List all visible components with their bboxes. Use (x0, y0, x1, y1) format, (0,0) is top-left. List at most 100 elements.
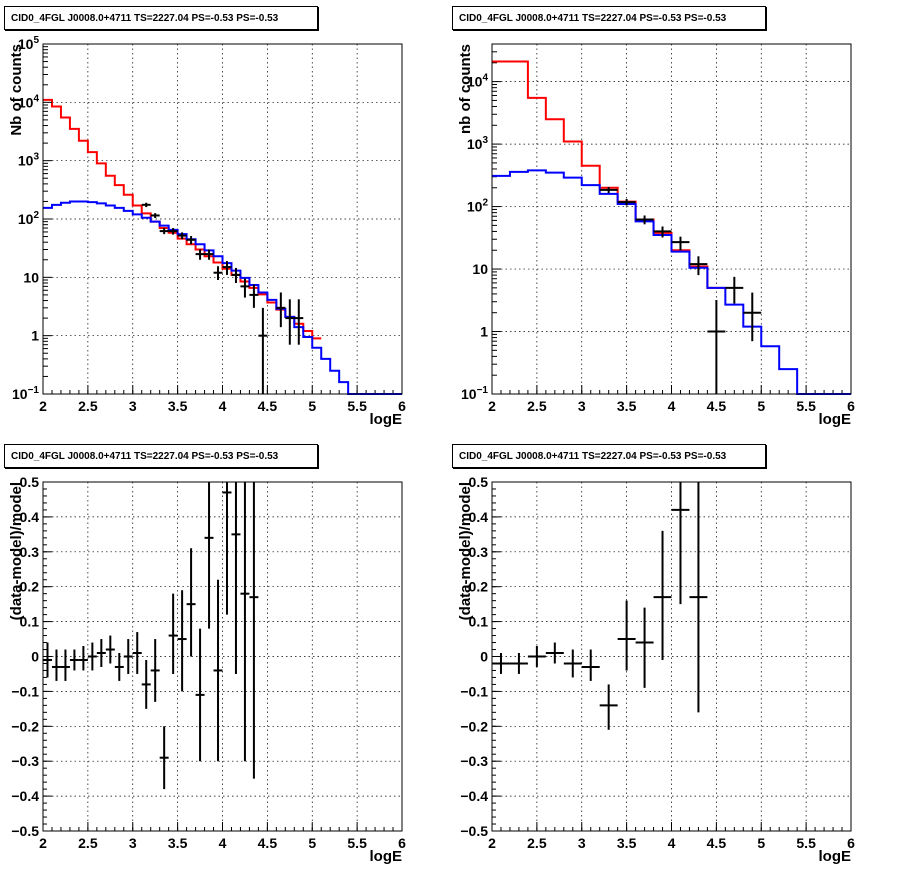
data-point (240, 482, 250, 762)
y-tick-label: −0.3 (460, 753, 488, 769)
x-axis-title: logE (819, 411, 852, 428)
data-point (635, 215, 654, 225)
y-tick-label: −0.1 (11, 683, 39, 699)
x-tick-label: 6 (847, 398, 855, 414)
data-point (69, 649, 79, 671)
data-point (285, 299, 295, 345)
data-point (159, 726, 169, 790)
data-point (689, 482, 708, 713)
chart-panel-1: 2 2.5 3 3.5 4 4.5 5 5.5 6 10−1 1 10 102 103 104 105 logE… (8, 35, 406, 428)
chart-title-top-left: CID0_4FGL J0008.0+4711 TS=2227.04 PS=-0.… (4, 6, 318, 30)
x-tick-label: 5.5 (796, 398, 816, 414)
x-tick-label: 2.5 (527, 835, 547, 851)
y-tick-label: 0 (480, 649, 488, 665)
y-axis-title: Nb of counts (8, 44, 25, 136)
data-point (599, 187, 618, 193)
data-point (204, 482, 214, 629)
data-point (240, 278, 250, 298)
x-tick-label: 2.5 (527, 398, 547, 414)
x-tick-label: 4 (219, 835, 227, 851)
data-point (51, 649, 61, 681)
y-tick-label: −0.2 (11, 718, 39, 734)
x-axis-title: logE (370, 848, 403, 865)
data-point (743, 292, 762, 342)
chart-title-top-right: CID0_4FGL J0008.0+4711 TS=2227.04 PS=-0.… (452, 6, 766, 30)
x-tick-label: 3 (129, 835, 137, 851)
x-tick-label: 2.5 (78, 398, 98, 414)
y-tick-label: 1 (480, 324, 488, 340)
x-axis-title: logE (370, 411, 403, 428)
x-tick-label: 3.5 (617, 835, 637, 851)
y-tick-label: −0.1 (460, 683, 488, 699)
data-point (294, 299, 304, 345)
data-point (509, 653, 528, 674)
data-point (114, 653, 124, 681)
y-tick-label: 10 (23, 269, 39, 285)
x-tick-label: 2 (39, 835, 47, 851)
x-tick-label: 6 (847, 835, 855, 851)
y-axis-title: nb of counts (457, 44, 474, 134)
x-tick-label: 4.5 (707, 398, 727, 414)
x-tick-label: 3 (578, 835, 586, 851)
chart-title-bottom-left: CID0_4FGL J0008.0+4711 TS=2227.04 PS=-0.… (4, 444, 318, 468)
data-point (78, 646, 88, 671)
data-point (195, 628, 205, 762)
data-point (617, 199, 636, 206)
data-point (617, 600, 636, 671)
y-tick-label: 10−1 (461, 385, 488, 402)
data-point (249, 284, 259, 308)
chart-panel-2: 2 2.5 3 3.5 4 4.5 5 5.5 6 10−1 1 10 102 103 104 logE nb … (457, 43, 855, 428)
data-point (707, 299, 726, 394)
x-tick-label: 3.5 (168, 398, 188, 414)
data-point (563, 649, 582, 678)
y-tick-label: 0.2 (469, 579, 489, 595)
data-point (725, 276, 744, 304)
x-tick-label: 3 (578, 398, 586, 414)
y-tick-label: 0.1 (20, 614, 40, 630)
x-tick-label: 5 (757, 835, 765, 851)
data-point (249, 482, 259, 779)
x-tick-label: 5 (308, 398, 316, 414)
x-tick-label: 4 (668, 835, 676, 851)
data-point (96, 639, 106, 667)
series-line-2 (43, 200, 402, 395)
y-tick-label: 0.5 (469, 474, 489, 490)
data-point (204, 249, 214, 260)
x-tick-label: 3 (129, 398, 137, 414)
data-point (276, 292, 286, 328)
y-tick-label: 103 (467, 135, 489, 152)
x-tick-label: 4.5 (707, 835, 727, 851)
y-tick-label: 0.1 (469, 614, 489, 630)
data-point (43, 642, 52, 678)
data-point (222, 482, 232, 615)
y-tick-label: 0.3 (20, 544, 40, 560)
y-tick-label: 0.5 (20, 474, 40, 490)
data-point (177, 232, 187, 240)
data-point (653, 530, 672, 660)
data-point (159, 228, 169, 235)
data-point (231, 482, 241, 674)
y-tick-label: 104 (467, 73, 489, 90)
y-tick-label: −0.5 (460, 823, 488, 839)
y-axis-title: (data-model)/model (457, 482, 474, 620)
data-point (258, 307, 268, 394)
x-tick-label: 5.5 (347, 398, 367, 414)
y-tick-label: 0.4 (20, 509, 40, 525)
y-tick-label: 0.4 (469, 509, 489, 525)
x-tick-label: 5 (308, 835, 316, 851)
x-tick-label: 4 (219, 398, 227, 414)
x-tick-label: 4.5 (258, 398, 278, 414)
y-tick-label: −0.4 (460, 788, 488, 804)
x-tick-label: 6 (398, 835, 406, 851)
x-tick-label: 4.5 (258, 835, 278, 851)
y-tick-label: 1 (31, 328, 39, 344)
y-tick-label: 10−1 (12, 385, 39, 402)
data-point (222, 261, 232, 275)
data-point (60, 649, 70, 681)
y-tick-label: 0.3 (469, 544, 489, 560)
data-point (213, 579, 223, 762)
x-tick-label: 3.5 (168, 835, 188, 851)
data-point (653, 226, 672, 238)
